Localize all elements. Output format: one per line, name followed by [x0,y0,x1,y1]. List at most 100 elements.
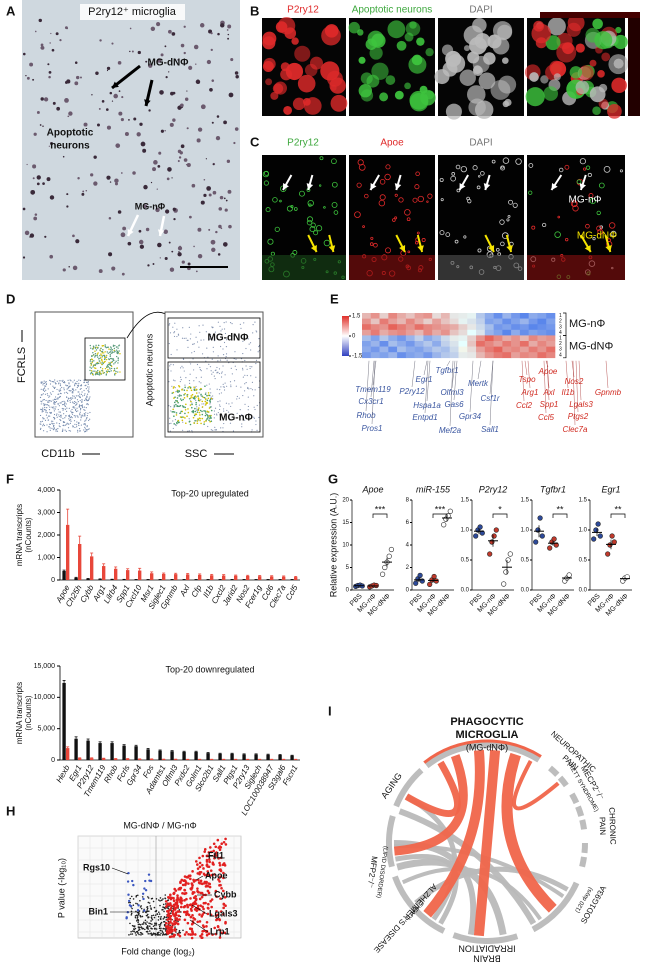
point [127,880,129,882]
point [164,894,166,896]
cell [556,43,576,63]
point [176,901,179,904]
flow-dot [247,369,248,370]
flow-dot [55,429,56,430]
flow-dot [56,401,57,402]
flow-dot [221,376,222,377]
flow-dot [218,355,219,356]
cell [262,36,275,49]
bar [246,576,249,580]
flow-dot [170,430,171,431]
flow-dot [70,421,71,422]
label: P2ry12 [287,5,319,16]
cell [26,164,27,165]
point [136,918,138,920]
flow-dot [64,417,65,418]
point [154,924,156,926]
flow-dot [258,351,259,352]
flow-dot [201,403,202,404]
cell [23,53,26,56]
flow-dot [187,408,189,410]
flow-dot [201,401,203,403]
flow-dot [187,347,188,348]
flow-dot [109,352,110,353]
dot [591,537,596,542]
flow-dot [82,407,83,408]
y-tick-label: 0 [346,588,350,594]
flow-dot [91,372,92,373]
flow-dot [47,395,48,396]
flow-dot [224,389,225,390]
point [143,923,145,925]
heatmap-cell [502,341,511,347]
point [195,898,198,901]
y-tick-label: 15,000 [34,663,56,670]
flow-dot [206,385,207,386]
cell [40,124,42,126]
point [134,926,136,928]
cell [118,61,122,65]
flow-dot [190,333,191,334]
flow-dot [53,429,54,430]
cell [84,123,88,127]
flow-dot [195,402,197,404]
flow-dot [169,343,170,344]
flow-dot [102,345,103,346]
flow-dot [194,398,196,400]
point [203,882,206,885]
heatmap-cell [459,352,468,358]
flow-dot [86,388,87,389]
flow-dot [87,386,88,387]
point [178,914,181,917]
flow-dot [117,371,118,372]
flow-dot [89,412,90,413]
cell [73,266,78,271]
point [162,928,164,930]
heatmap-cell [537,319,546,325]
cell [106,176,110,180]
cell [30,233,34,237]
point [187,875,190,878]
cell [211,49,213,51]
flow-dot [213,347,214,348]
x-tick-label: Axl [178,583,192,598]
y-tick-label: 0.0 [521,588,530,594]
point [135,896,137,898]
point [213,842,216,845]
flow-dot [242,353,243,354]
point [206,863,209,866]
point [147,908,149,910]
flow-dot [42,382,43,383]
point [220,842,223,845]
flow-dot [231,323,232,324]
heatmap-cell [485,347,494,353]
heatmap-cell [511,352,520,358]
heatmap-cell [406,319,415,325]
flow-dot [77,430,78,431]
heatmap-cell [423,347,432,353]
flow-dot [203,403,204,404]
cell [386,75,396,85]
point [148,897,150,899]
flow-dot [210,406,212,408]
cell [170,123,174,127]
heatmap-cell [406,352,415,358]
flow-dot [208,398,210,400]
flow-dot [96,371,97,372]
flow-dot [84,410,85,411]
bar [98,743,101,760]
cell [178,246,182,250]
flow-dot [64,392,65,393]
label: P2ry12 [399,387,425,396]
flow-dot [43,389,44,390]
heatmap-cell [432,313,441,319]
heatmap-cell [502,330,511,336]
flow-dot [219,393,220,394]
flow-dot [249,343,250,344]
cell [37,175,41,179]
flow-dot [63,387,64,388]
point [170,930,173,933]
flow-dot [227,360,228,361]
flow-dot [184,417,186,419]
flow-dot [103,362,104,363]
